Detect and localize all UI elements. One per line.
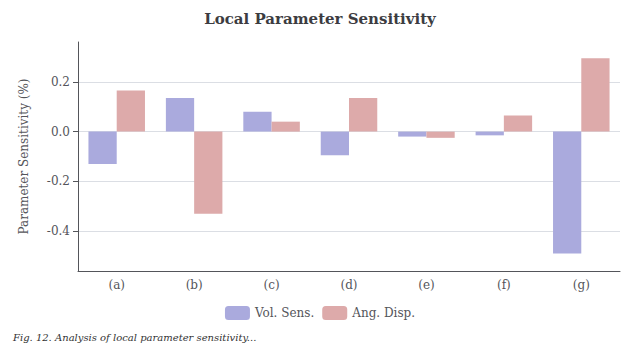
svg-text:(b): (b) bbox=[186, 278, 203, 292]
svg-text:(e): (e) bbox=[418, 278, 434, 292]
svg-text:(a): (a) bbox=[108, 278, 125, 292]
svg-text:(c): (c) bbox=[264, 278, 280, 292]
svg-text:Vol. Sens.: Vol. Sens. bbox=[254, 306, 314, 320]
svg-text:(d): (d) bbox=[340, 278, 357, 292]
svg-text:Local Parameter Sensitivity: Local Parameter Sensitivity bbox=[204, 10, 437, 28]
svg-text:-0.4: -0.4 bbox=[47, 224, 71, 238]
svg-text:Fig. 12. Analysis of local par: Fig. 12. Analysis of local parameter sen… bbox=[12, 332, 256, 343]
svg-text:(g): (g) bbox=[573, 278, 590, 292]
svg-text:-0.2: -0.2 bbox=[47, 174, 70, 188]
svg-text:Parameter Sensitivity (%): Parameter Sensitivity (%) bbox=[17, 78, 31, 234]
svg-text:0.2: 0.2 bbox=[51, 75, 70, 89]
svg-text:0.0: 0.0 bbox=[51, 125, 70, 139]
svg-text:Ang. Disp.: Ang. Disp. bbox=[351, 306, 415, 320]
svg-text:(f): (f) bbox=[497, 278, 511, 292]
